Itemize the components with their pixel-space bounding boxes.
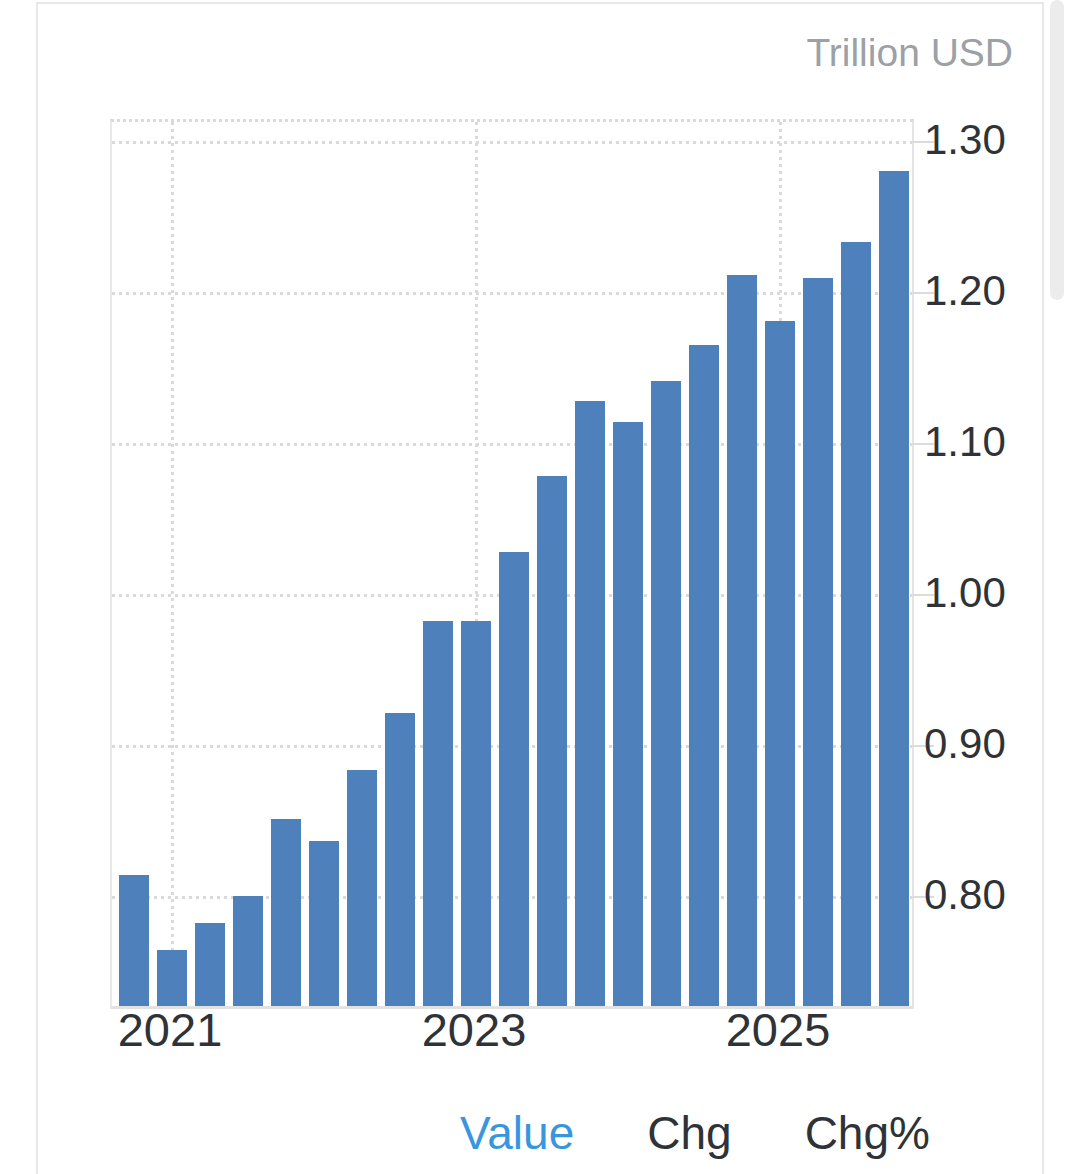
bar-2020-Q4[interactable] — [119, 875, 149, 1006]
x-axis-tick-label: 2025 — [678, 1006, 878, 1053]
bar-2024-Q3[interactable] — [689, 345, 719, 1006]
y-gridline — [112, 292, 912, 295]
tab-chg-pct[interactable]: Chg% — [805, 1108, 930, 1159]
x-axis-tick-label: 2021 — [70, 1006, 270, 1053]
chart-mode-tabs: Value Chg Chg% — [460, 1108, 930, 1159]
tab-value[interactable]: Value — [460, 1108, 574, 1159]
bar-2022-Q1[interactable] — [309, 841, 339, 1006]
bar-2021-Q4[interactable] — [271, 819, 301, 1006]
bar-2022-Q4[interactable] — [423, 621, 453, 1006]
bar-2025-Q4[interactable] — [879, 171, 909, 1006]
y-gridline — [112, 141, 912, 144]
y-axis-tick-label: 0.90 — [924, 723, 1044, 765]
bar-2022-Q3[interactable] — [385, 713, 415, 1006]
bar-2024-Q1[interactable] — [613, 422, 643, 1006]
bar-2024-Q2[interactable] — [651, 381, 681, 1006]
bar-2025-Q3[interactable] — [841, 242, 871, 1006]
bar-2025-Q1[interactable] — [765, 321, 795, 1006]
tab-chg[interactable]: Chg — [647, 1108, 731, 1159]
bar-2021-Q2[interactable] — [195, 923, 225, 1006]
bar-2021-Q3[interactable] — [233, 896, 263, 1006]
bar-2022-Q2[interactable] — [347, 770, 377, 1006]
x-axis-tick-label: 2023 — [374, 1006, 574, 1053]
y-axis-tick-label: 0.80 — [924, 874, 1044, 916]
y-axis-unit-label: Trillion USD — [806, 33, 1013, 72]
y-axis-tick-label: 1.10 — [924, 421, 1044, 463]
bar-2023-Q2[interactable] — [499, 552, 529, 1006]
scrollbar-thumb[interactable] — [1050, 0, 1064, 300]
bar-2023-Q3[interactable] — [537, 476, 567, 1006]
y-axis-tick-label: 1.20 — [924, 270, 1044, 312]
y-axis-tick-label: 1.00 — [924, 572, 1044, 614]
chart-plot-area — [110, 119, 914, 1009]
bar-2021-Q1[interactable] — [157, 950, 187, 1006]
bar-2024-Q4[interactable] — [727, 275, 757, 1006]
bar-2023-Q4[interactable] — [575, 401, 605, 1006]
y-axis-tick-label: 1.30 — [924, 119, 1044, 161]
bar-2023-Q1[interactable] — [461, 621, 491, 1006]
bar-2025-Q2[interactable] — [803, 278, 833, 1006]
x-gridline — [171, 122, 174, 1006]
